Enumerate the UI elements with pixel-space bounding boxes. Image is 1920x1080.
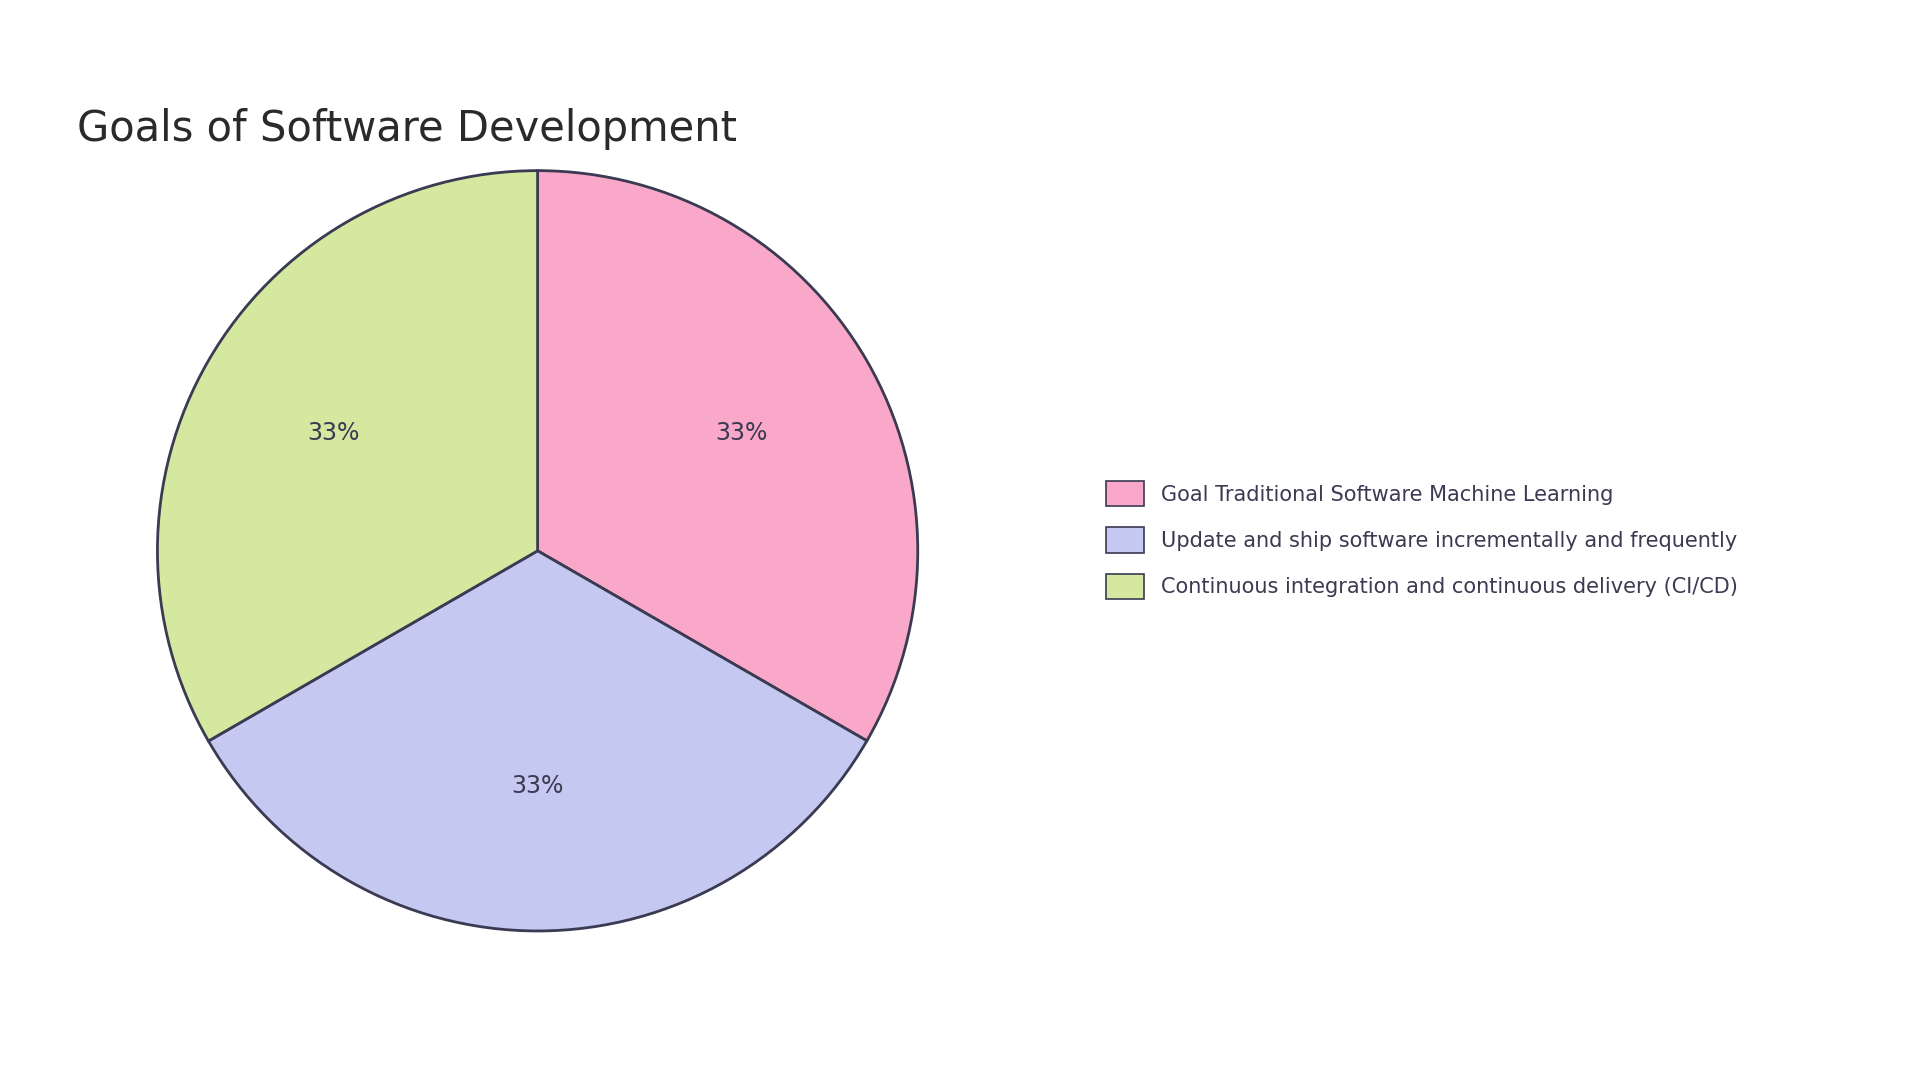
Wedge shape — [538, 171, 918, 741]
Wedge shape — [157, 171, 538, 741]
Text: 33%: 33% — [716, 421, 768, 445]
Text: 33%: 33% — [307, 421, 359, 445]
Legend: Goal Traditional Software Machine Learning, Update and ship software incremental: Goal Traditional Software Machine Learni… — [1085, 460, 1759, 620]
Wedge shape — [209, 551, 866, 931]
Text: 33%: 33% — [511, 774, 564, 798]
Text: Goals of Software Development: Goals of Software Development — [77, 108, 737, 150]
